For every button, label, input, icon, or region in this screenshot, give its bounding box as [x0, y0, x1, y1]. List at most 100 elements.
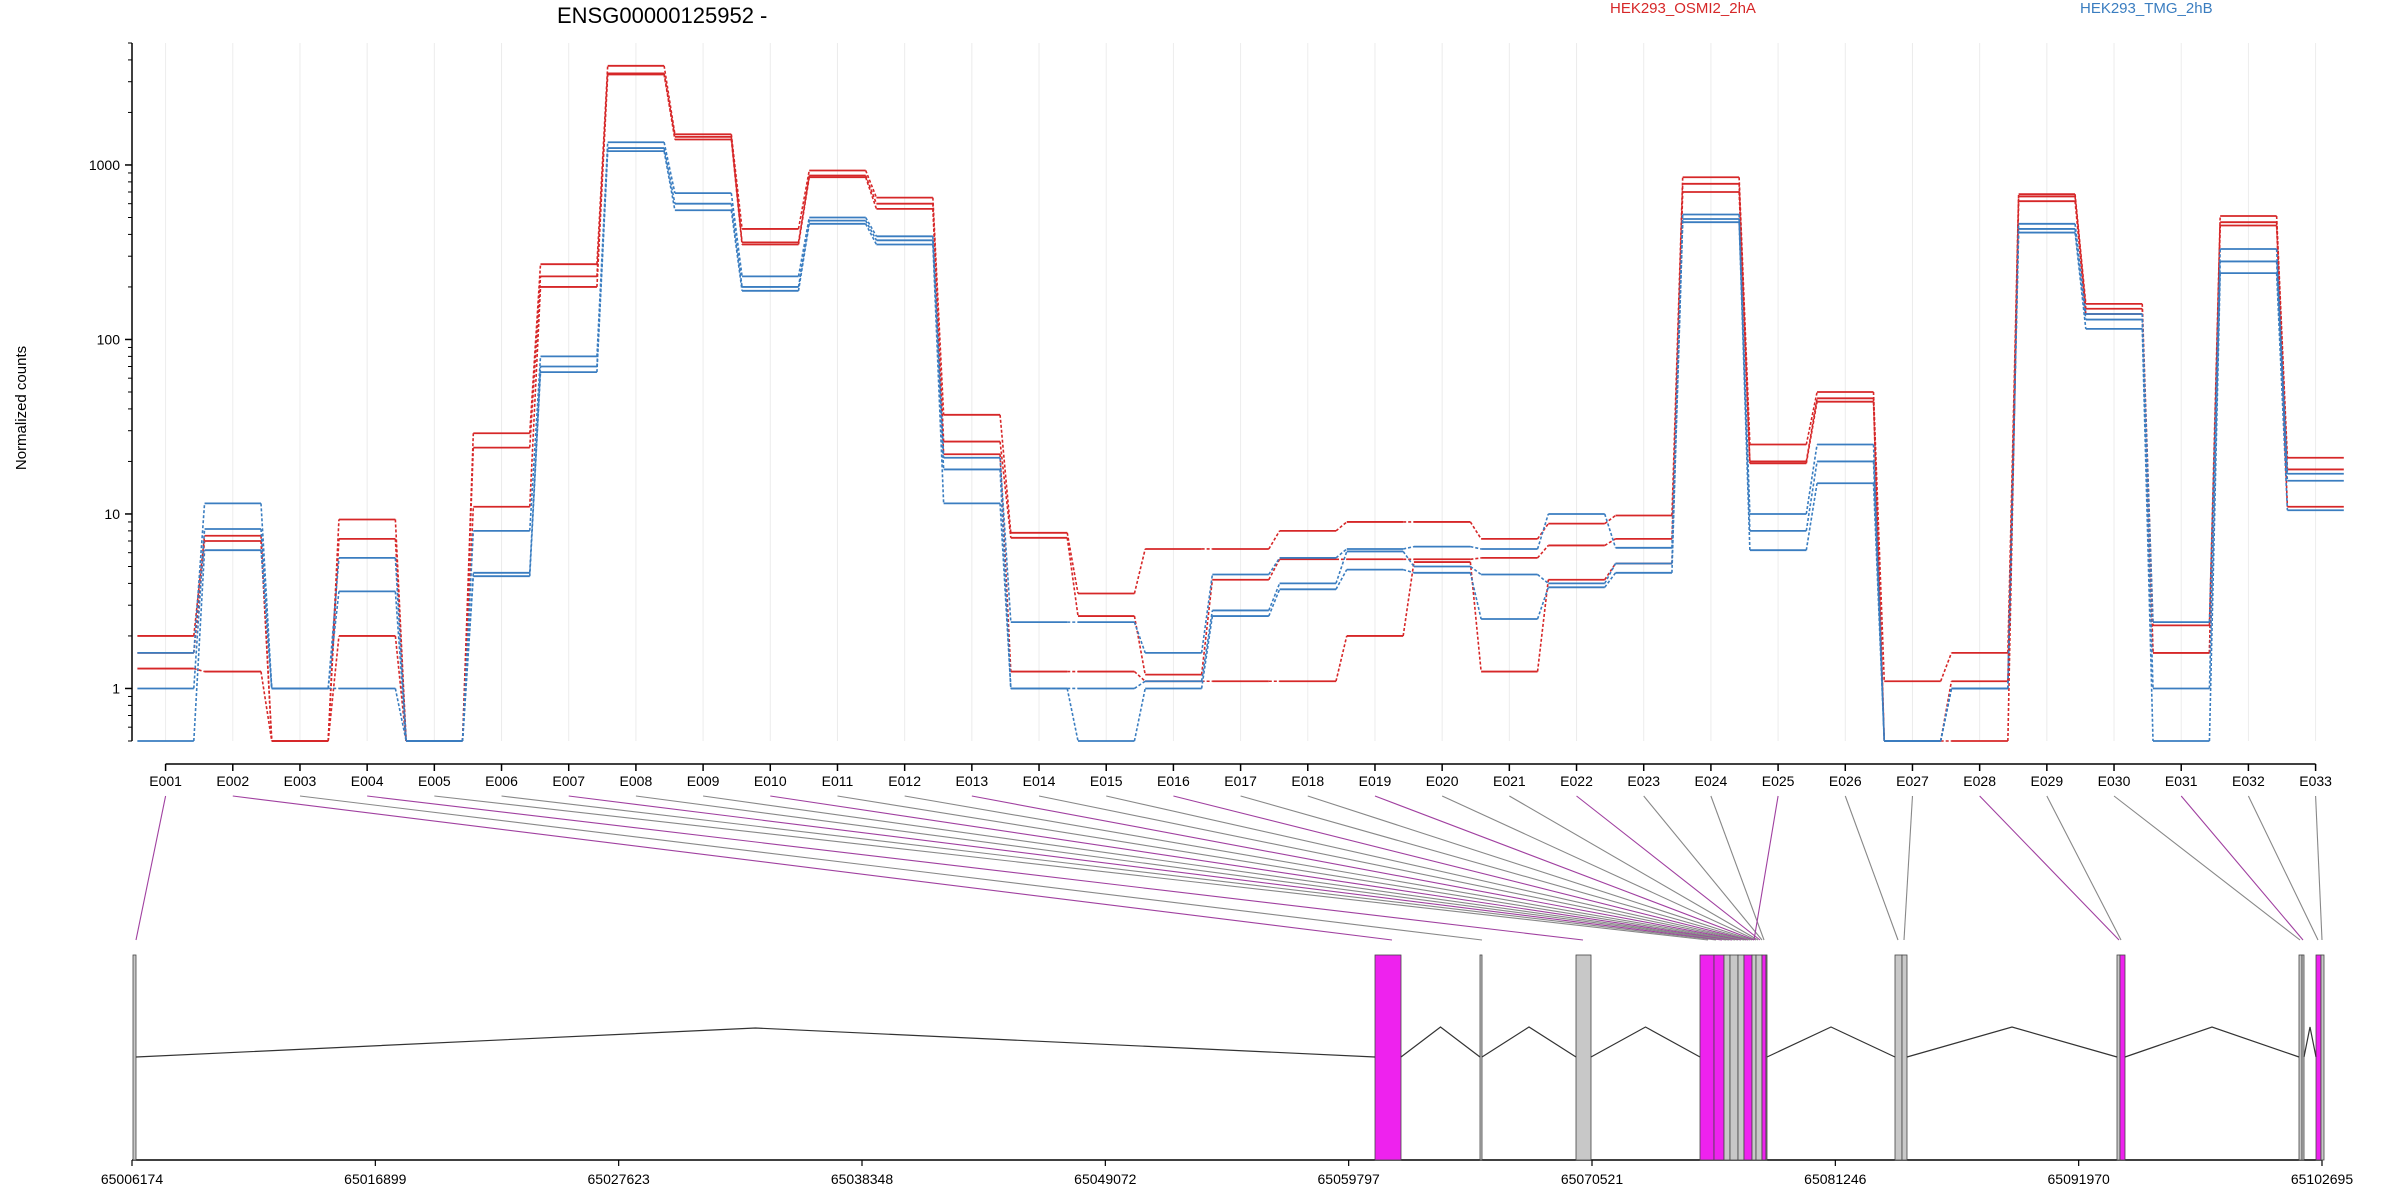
coord-label-65027623: 65027623 [588, 1171, 651, 1187]
connector-E025 [1805, 401, 1818, 464]
connector-E004 [367, 795, 1584, 941]
x-tick-label-E024: E024 [1695, 773, 1728, 789]
exon-block [2301, 954, 2305, 1161]
x-tick-label-E033: E033 [2299, 773, 2332, 789]
coord-label-65059797: 65059797 [1318, 1171, 1381, 1187]
connector-E022 [1576, 795, 1761, 941]
y-axis-label: Normalized counts [13, 346, 30, 470]
connector-E016 [1200, 615, 1214, 689]
connector-E019 [1402, 568, 1415, 574]
x-tick-label-E031: E031 [2165, 773, 2198, 789]
connector-E010 [797, 175, 811, 243]
connector-E012 [932, 240, 945, 470]
connector-E011 [864, 223, 878, 245]
coord-label-65016899: 65016899 [344, 1171, 407, 1187]
connector-E025 [1805, 483, 1818, 551]
x-tick-label-E002: E002 [216, 773, 249, 789]
connector-E021 [1537, 573, 1549, 585]
connector-E017 [1268, 557, 1281, 575]
exon-block [1723, 954, 1731, 1161]
x-tick-label-E025: E025 [1762, 773, 1795, 789]
exon-block [1729, 954, 1739, 1161]
connector-E006 [528, 356, 542, 531]
coord-label-65091970: 65091970 [2048, 1171, 2111, 1187]
x-tick-label-E011: E011 [822, 773, 854, 789]
connector-E010 [770, 795, 1733, 941]
x-tick-label-E007: E007 [552, 773, 585, 789]
connector-E010 [797, 177, 811, 245]
intron-line [2303, 1026, 2317, 1058]
intron-line [135, 1027, 1376, 1058]
connector-E022 [1604, 563, 1617, 581]
exon-block [132, 954, 137, 1161]
exon-block [1751, 954, 1757, 1161]
connector-E027 [1903, 795, 1914, 941]
connector-E019 [1402, 550, 1415, 567]
connector-E017 [1268, 589, 1281, 617]
exon-block [1699, 954, 1715, 1161]
x-tick-label-E020: E020 [1426, 773, 1459, 789]
connector-E019 [1374, 795, 1755, 941]
connector-E013 [999, 503, 1012, 689]
connector-E008 [663, 151, 676, 211]
connector-E028 [2007, 232, 2020, 689]
connector-E004 [394, 557, 407, 742]
connector-E027 [1939, 652, 1953, 682]
connector-E001 [193, 503, 206, 653]
connector-E021 [1536, 513, 1550, 550]
connector-E016 [1200, 574, 1214, 653]
connector-E009 [703, 795, 1730, 941]
grid-lines [165, 43, 2317, 741]
connector-E006 [528, 286, 542, 507]
connector-E002 [260, 671, 273, 742]
exon-block [1737, 954, 1745, 1161]
exon-block [1765, 954, 1768, 1161]
x-tick-label-E026: E026 [1829, 773, 1862, 789]
connector-E029 [2046, 795, 2122, 941]
x-tick-label-E010: E010 [754, 773, 787, 789]
connector-E028 [1979, 795, 2120, 941]
connector-E017 [1268, 583, 1281, 611]
connector-E001 [193, 667, 205, 673]
connector-E018 [1335, 551, 1348, 584]
connector-E006 [528, 276, 542, 448]
connector-E026 [1872, 461, 1886, 742]
connector-E003 [299, 795, 1483, 941]
connector-E024 [1738, 191, 1751, 464]
connector-E001 [193, 528, 206, 689]
connector-E020 [1470, 557, 1482, 561]
connector-E005 [461, 576, 475, 742]
connector-E009 [730, 139, 743, 245]
connector-E016 [1173, 795, 1749, 941]
connector-E008 [663, 147, 676, 204]
y-tick-label-1: 1 [112, 680, 120, 696]
connector-E009 [730, 192, 743, 277]
y-tick-label-1000: 1000 [89, 157, 120, 173]
coord-label-65081246: 65081246 [1804, 1171, 1867, 1187]
connector-E021 [1536, 523, 1549, 540]
x-tick-label-E018: E018 [1291, 773, 1324, 789]
x-tick-label-E029: E029 [2030, 773, 2063, 789]
connector-E011 [864, 175, 878, 204]
exon-block [1743, 954, 1753, 1161]
connector-E022 [1604, 563, 1617, 584]
connector-E030 [2113, 795, 2301, 941]
y-tick-label-10: 10 [104, 506, 120, 522]
connector-E004 [394, 635, 407, 742]
x-tick-label-E021: E021 [1493, 773, 1526, 789]
exon-block [1713, 954, 1725, 1161]
exon-block [1894, 954, 1903, 1161]
x-tick-label-E009: E009 [687, 773, 720, 789]
connector-E018 [1307, 795, 1753, 941]
intron-line [1590, 1026, 1701, 1058]
x-tick-label-E014: E014 [1023, 773, 1056, 789]
connector-E022 [1603, 513, 1617, 549]
connector-E030 [2141, 328, 2154, 742]
connector-E012 [932, 244, 945, 504]
connector-E016 [1200, 610, 1214, 682]
connector-E023 [1671, 222, 1684, 573]
connector-E002 [232, 795, 1393, 941]
connector-E032 [2275, 273, 2289, 511]
connector-E014 [1066, 688, 1079, 742]
exon-block [2320, 954, 2325, 1161]
